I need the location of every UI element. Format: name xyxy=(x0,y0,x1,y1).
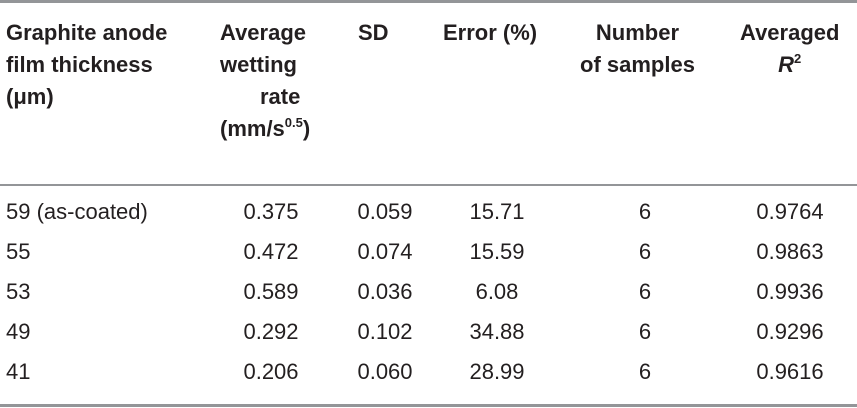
header-rate-line-2: wetting xyxy=(220,52,297,77)
header-rate-unit: (mm/s xyxy=(220,116,285,141)
header-samples-line-1: Number xyxy=(595,20,680,45)
cell-rate: 0.375 xyxy=(243,199,299,224)
cell-rate: 0.206 xyxy=(243,359,299,384)
header-r2-exponent: 2 xyxy=(794,51,802,66)
cell-samples: 6 xyxy=(638,239,652,264)
header-r2-line-2: R2 xyxy=(740,49,839,81)
cell-sd: 0.036 xyxy=(357,279,413,304)
header-r2: Averaged R2 xyxy=(740,17,839,81)
cell-sd: 0.074 xyxy=(357,239,413,264)
header-sd: SD xyxy=(358,20,389,45)
table-bottom-rule xyxy=(0,404,857,407)
cell-error: 34.88 xyxy=(469,319,525,344)
table-header-rule xyxy=(0,184,857,186)
header-rate-line-3: rate xyxy=(260,84,301,109)
header-thickness: Graphite anode film thickness (μm) xyxy=(6,17,167,113)
cell-thickness: 49 xyxy=(6,319,31,344)
cell-samples: 6 xyxy=(638,279,652,304)
cell-error: 6.08 xyxy=(475,279,519,304)
header-rate-exponent: 0.5 xyxy=(284,115,303,130)
header-thickness-line-2: film thickness xyxy=(6,52,153,77)
cell-rate: 0.472 xyxy=(243,239,299,264)
cell-r2: 0.9863 xyxy=(756,239,824,264)
cell-thickness: 55 xyxy=(6,239,31,264)
cell-r2: 0.9936 xyxy=(756,279,824,304)
cell-error: 15.59 xyxy=(469,239,525,264)
cell-sd: 0.059 xyxy=(357,199,413,224)
cell-error: 15.71 xyxy=(469,199,525,224)
header-rate-close: ) xyxy=(302,116,311,141)
header-wetting-rate: Average wetting rate (mm/s0.5) xyxy=(220,17,310,145)
cell-thickness: 59 (as-coated) xyxy=(6,199,148,224)
header-thickness-line-1: Graphite anode xyxy=(6,20,168,45)
cell-thickness: 41 xyxy=(6,359,31,384)
cell-error: 28.99 xyxy=(469,359,525,384)
header-samples: Number of samples xyxy=(580,17,695,81)
table-top-rule xyxy=(0,0,857,3)
cell-sd: 0.102 xyxy=(357,319,413,344)
cell-rate: 0.589 xyxy=(243,279,299,304)
header-thickness-line-3: (μm) xyxy=(6,84,54,109)
header-rate-line-1: Average xyxy=(220,20,307,45)
header-r2-symbol: R xyxy=(778,52,795,77)
cell-samples: 6 xyxy=(638,319,652,344)
cell-r2: 0.9296 xyxy=(756,319,824,344)
cell-r2: 0.9764 xyxy=(756,199,824,224)
cell-rate: 0.292 xyxy=(243,319,299,344)
header-error: Error (%) xyxy=(443,20,538,45)
cell-sd: 0.060 xyxy=(357,359,413,384)
cell-thickness: 53 xyxy=(6,279,31,304)
header-r2-line-1: Averaged xyxy=(740,20,840,45)
header-rate-line-4: (mm/s0.5) xyxy=(220,113,310,145)
header-samples-line-2: of samples xyxy=(580,52,695,77)
cell-samples: 6 xyxy=(638,199,652,224)
cell-samples: 6 xyxy=(638,359,652,384)
cell-r2: 0.9616 xyxy=(756,359,824,384)
